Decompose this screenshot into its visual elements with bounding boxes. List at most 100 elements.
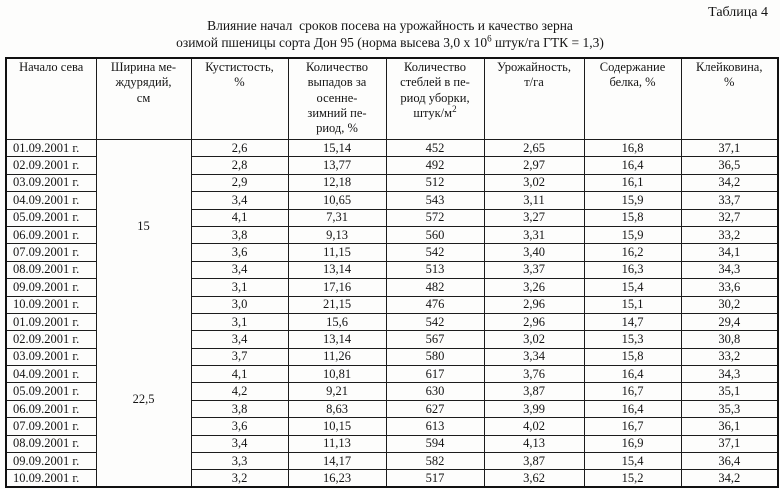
cell-protein: 16,3 xyxy=(583,260,682,280)
cell-sowing-date: 09.09.2001 г. xyxy=(5,452,97,471)
cell-protein: 15,9 xyxy=(583,191,682,210)
cell-tillering: 3,7 xyxy=(190,347,289,367)
cell-yield: 3,34 xyxy=(483,347,585,367)
cell-winter-loss: 11,13 xyxy=(287,434,387,454)
cell-winter-loss: 13,14 xyxy=(287,260,387,280)
cell-winter-loss: 10,15 xyxy=(287,417,387,436)
cell-stems-at-harvest: 594 xyxy=(385,434,485,454)
cell-winter-loss: 13,77 xyxy=(287,156,387,175)
cell-sowing-date: 07.09.2001 г. xyxy=(5,417,97,436)
cell-tillering: 4,1 xyxy=(190,365,289,384)
cell-protein: 16,4 xyxy=(583,365,682,384)
cell-protein: 16,1 xyxy=(583,173,682,193)
cell-tillering: 3,4 xyxy=(190,434,289,454)
header-stems-at-harvest: Количество стеблей в пе- риод уборки, шт… xyxy=(385,57,485,140)
table-row: 04.09.2001 г. 3,4 10,65 543 3,11 15,9 33,7 xyxy=(5,191,779,210)
cell-stems-at-harvest: 512 xyxy=(385,173,485,193)
cell-sowing-date: 09.09.2001 г. xyxy=(5,278,97,297)
table-header-row: Начало сева Ширина ме- ждурядий, см Куст… xyxy=(5,57,779,140)
cell-gluten: 33,7 xyxy=(680,191,779,210)
cell-stems-at-harvest: 517 xyxy=(385,469,485,488)
cell-yield: 3,87 xyxy=(483,382,585,401)
cell-tillering: 3,4 xyxy=(190,330,289,349)
cell-sowing-date: 01.09.2001 г. xyxy=(5,138,97,158)
cell-stems-at-harvest: 572 xyxy=(385,208,485,227)
cell-stems-at-harvest: 452 xyxy=(385,138,485,158)
cell-yield: 3,99 xyxy=(483,399,585,419)
cell-protein: 15,4 xyxy=(583,278,682,297)
cell-tillering: 4,1 xyxy=(190,208,289,227)
cell-protein: 15,8 xyxy=(583,208,682,227)
cell-stems-at-harvest: 513 xyxy=(385,260,485,280)
cell-yield: 4,13 xyxy=(483,434,585,454)
cell-sowing-date: 06.09.2001 г. xyxy=(5,399,97,419)
cell-yield: 3,87 xyxy=(483,452,585,471)
table-header: Начало сева Ширина ме- ждурядий, см Куст… xyxy=(5,57,779,140)
cell-sowing-date: 03.09.2001 г. xyxy=(5,173,97,193)
cell-tillering: 3,4 xyxy=(190,260,289,280)
table-row: 04.09.2001 г. 4,1 10,81 617 3,76 16,4 34,3 xyxy=(5,365,779,384)
cell-stems-at-harvest: 613 xyxy=(385,417,485,436)
cell-row-spacing: 15 xyxy=(95,139,192,314)
header-tillering: Кустистость, % xyxy=(190,57,289,140)
cell-winter-loss: 16,23 xyxy=(287,469,387,488)
cell-yield: 2,96 xyxy=(483,312,585,332)
table-row: 02.09.2001 г. 3,4 13,14 567 3,02 15,3 30,8 xyxy=(5,330,779,349)
cell-protein: 16,2 xyxy=(583,243,682,262)
cell-sowing-date: 01.09.2001 г. xyxy=(5,312,97,332)
cell-winter-loss: 17,16 xyxy=(287,278,387,297)
cell-tillering: 3,2 xyxy=(190,469,289,488)
table-title-line2-prefix: озимой пшеницы сорта Дон 95 (норма высев… xyxy=(176,35,488,51)
cell-winter-loss: 9,21 xyxy=(287,382,387,401)
cell-yield: 3,31 xyxy=(483,225,585,245)
table-row: 10.09.2001 г. 3,2 16,23 517 3,62 15,2 34,2 xyxy=(5,469,779,488)
cell-yield: 2,96 xyxy=(483,295,585,314)
table-body: 01.09.2001 г. 15 2,6 15,14 452 2,65 16,8 37,1 02… xyxy=(5,138,779,488)
cell-winter-loss: 11,26 xyxy=(287,347,387,367)
cell-tillering: 3,8 xyxy=(190,399,289,419)
cell-stems-at-harvest: 542 xyxy=(385,312,485,332)
cell-stems-at-harvest: 582 xyxy=(385,452,485,471)
cell-gluten: 34,3 xyxy=(680,260,779,280)
table-row: 02.09.2001 г. 2,8 13,77 492 2,97 16,4 36,5 xyxy=(5,156,779,175)
header-stems-at-harvest-text: Количество стеблей в пе- риод уборки, шт… xyxy=(400,60,470,120)
cell-winter-loss: 11,15 xyxy=(287,243,387,262)
cell-yield: 2,65 xyxy=(483,138,585,158)
cell-winter-loss: 9,13 xyxy=(287,225,387,245)
cell-tillering: 3,6 xyxy=(190,417,289,436)
cell-sowing-date: 05.09.2001 г. xyxy=(5,208,97,227)
header-winter-loss: Количество выпадов за осенне- зимний пе-… xyxy=(287,57,387,140)
cell-sowing-date: 08.09.2001 г. xyxy=(5,260,97,280)
cell-tillering: 3,3 xyxy=(190,452,289,471)
cell-protein: 15,3 xyxy=(583,330,682,349)
header-protein: Содержание белка, % xyxy=(583,57,682,140)
cell-stems-at-harvest: 630 xyxy=(385,382,485,401)
cell-protein: 16,7 xyxy=(583,382,682,401)
cell-sowing-date: 06.09.2001 г. xyxy=(5,225,97,245)
cell-winter-loss: 10,65 xyxy=(287,191,387,210)
cell-protein: 16,9 xyxy=(583,434,682,454)
cell-winter-loss: 14,17 xyxy=(287,452,387,471)
cell-stems-at-harvest: 476 xyxy=(385,295,485,314)
cell-sowing-date: 02.09.2001 г. xyxy=(5,156,97,175)
table-row: 07.09.2001 г. 3,6 10,15 613 4,02 16,7 36,1 xyxy=(5,417,779,436)
cell-protein: 15,9 xyxy=(583,225,682,245)
cell-sowing-date: 08.09.2001 г. xyxy=(5,434,97,454)
header-stems-exponent: 2 xyxy=(452,103,457,114)
table-row: 01.09.2001 г. 22,5 3,1 15,6 542 2,96 14,7 29,4 xyxy=(5,312,779,488)
cell-stems-at-harvest: 560 xyxy=(385,225,485,245)
cell-yield: 3,02 xyxy=(483,173,585,193)
cell-sowing-date: 04.09.2001 г. xyxy=(5,365,97,384)
cell-protein: 16,8 xyxy=(583,138,682,158)
cell-yield: 3,11 xyxy=(483,191,585,210)
seeding-rate-exponent: 6 xyxy=(487,33,492,44)
cell-protein: 16,4 xyxy=(583,156,682,175)
cell-tillering: 2,6 xyxy=(190,138,289,158)
cell-yield: 3,62 xyxy=(483,469,585,488)
cell-gluten: 33,2 xyxy=(680,225,779,245)
cell-protein: 15,8 xyxy=(583,347,682,367)
cell-stems-at-harvest: 492 xyxy=(385,156,485,175)
table-title-line2-suffix: штук/га ГТК = 1,3) xyxy=(491,35,604,51)
cell-gluten: 37,1 xyxy=(680,138,779,158)
cell-gluten: 34,2 xyxy=(680,469,779,488)
